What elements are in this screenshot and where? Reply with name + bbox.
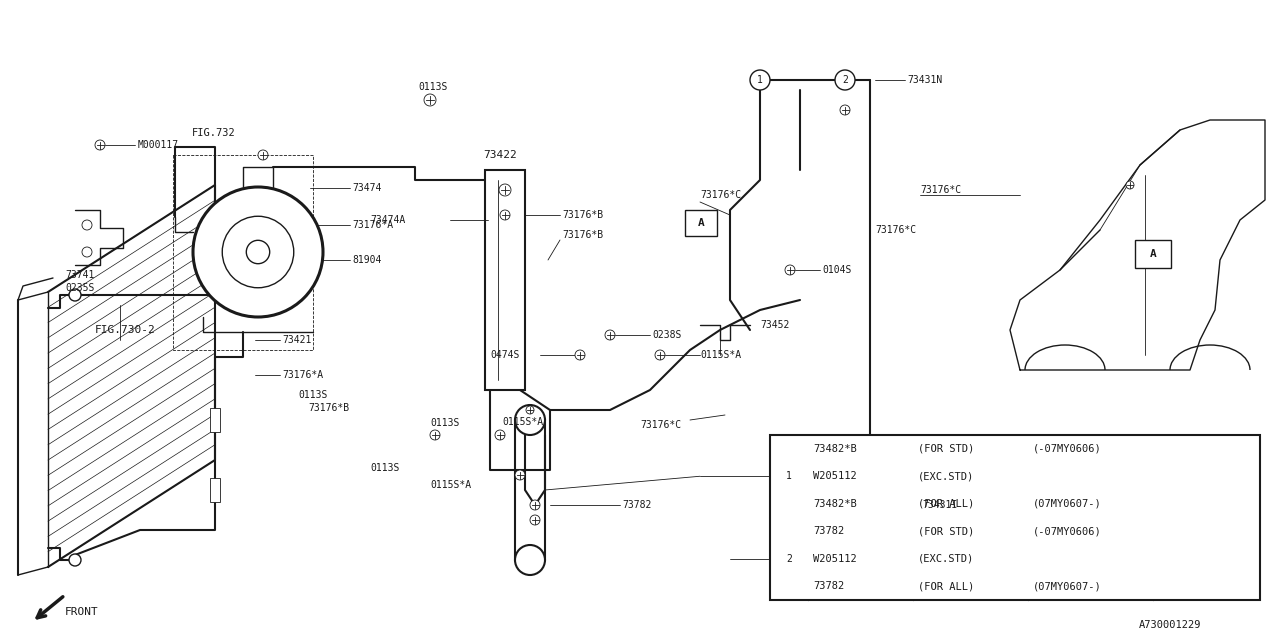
Circle shape (526, 406, 534, 414)
Text: 73452: 73452 (760, 320, 790, 330)
Text: 0238S: 0238S (652, 330, 681, 340)
Text: 0235S: 0235S (65, 283, 95, 293)
Text: 0113S: 0113S (298, 390, 328, 400)
Circle shape (69, 289, 81, 301)
Text: 0113S: 0113S (419, 82, 448, 92)
Text: 73431I: 73431I (922, 500, 957, 510)
Bar (685, 210, 717, 236)
Circle shape (500, 210, 509, 220)
Text: 73482*B: 73482*B (813, 499, 856, 509)
Circle shape (846, 493, 854, 501)
Circle shape (69, 554, 81, 566)
Circle shape (605, 330, 614, 340)
Circle shape (430, 430, 440, 440)
Circle shape (750, 70, 771, 90)
Text: 2: 2 (842, 75, 847, 85)
Text: A: A (1149, 249, 1156, 259)
Circle shape (495, 430, 506, 440)
Text: 0113S: 0113S (370, 463, 399, 473)
Text: FRONT: FRONT (65, 607, 99, 617)
Circle shape (846, 512, 854, 520)
Text: 73421: 73421 (282, 335, 311, 345)
Text: 73741: 73741 (65, 270, 95, 280)
Circle shape (424, 94, 436, 106)
Text: FIG.732: FIG.732 (192, 128, 236, 138)
Text: W205112: W205112 (813, 471, 856, 481)
Circle shape (82, 247, 92, 257)
Circle shape (530, 500, 540, 510)
Text: 73176*B: 73176*B (562, 210, 603, 220)
Text: 73176*A: 73176*A (352, 220, 393, 230)
Bar (829, 490, 870, 525)
Text: 73176*C: 73176*C (920, 185, 961, 195)
Text: (07MY0607-): (07MY0607-) (1033, 499, 1102, 509)
Text: 0474S: 0474S (490, 350, 520, 360)
Circle shape (530, 515, 540, 525)
Text: 73176*C: 73176*C (640, 420, 681, 430)
Text: 73782: 73782 (813, 526, 845, 536)
Text: (FOR STD): (FOR STD) (918, 526, 974, 536)
Circle shape (95, 140, 105, 150)
Circle shape (780, 550, 797, 568)
Circle shape (515, 545, 545, 575)
Bar (210, 408, 220, 432)
Circle shape (1126, 181, 1134, 189)
Circle shape (223, 216, 293, 288)
Circle shape (655, 350, 666, 360)
Bar (485, 170, 525, 390)
Circle shape (575, 350, 585, 360)
Text: 81904: 81904 (352, 255, 381, 265)
Text: 0113S: 0113S (430, 418, 460, 428)
Text: A730001229: A730001229 (1139, 620, 1201, 630)
Text: (FOR STD): (FOR STD) (918, 444, 974, 454)
Text: 1: 1 (786, 471, 792, 481)
Circle shape (780, 467, 797, 485)
Circle shape (835, 70, 855, 90)
Text: (EXC.STD): (EXC.STD) (918, 554, 974, 564)
Circle shape (515, 405, 545, 435)
Text: 73176*B: 73176*B (562, 230, 603, 240)
Text: (07MY0607-): (07MY0607-) (1033, 581, 1102, 591)
Bar (210, 478, 220, 502)
Circle shape (82, 220, 92, 230)
Text: (-07MY0606): (-07MY0606) (1033, 444, 1102, 454)
Text: (EXC.STD): (EXC.STD) (918, 471, 974, 481)
Text: 0115S*A: 0115S*A (700, 350, 741, 360)
Text: 2: 2 (786, 554, 792, 564)
Text: FIG.730-2: FIG.730-2 (95, 325, 156, 335)
Text: W205112: W205112 (813, 554, 856, 564)
Text: 0115S*A: 0115S*A (502, 417, 543, 427)
Text: 73176*A: 73176*A (282, 370, 323, 380)
Text: 73176*C: 73176*C (876, 225, 916, 235)
Bar (173, 155, 314, 350)
Text: (-07MY0606): (-07MY0606) (1033, 526, 1102, 536)
Text: (FOR ALL): (FOR ALL) (918, 499, 974, 509)
Text: 73482*B: 73482*B (813, 444, 856, 454)
Text: 0104S: 0104S (822, 265, 851, 275)
Circle shape (499, 184, 511, 196)
Circle shape (515, 470, 525, 480)
Text: 73474: 73474 (352, 183, 381, 193)
Circle shape (259, 150, 268, 160)
Circle shape (193, 187, 323, 317)
Text: 0115S*A: 0115S*A (430, 480, 471, 490)
Text: 73176*C: 73176*C (700, 190, 741, 200)
Text: M000117: M000117 (138, 140, 179, 150)
Circle shape (840, 105, 850, 115)
Bar (515, 420, 545, 560)
Text: A: A (698, 218, 704, 228)
Text: 73782: 73782 (622, 500, 652, 510)
Text: 73474A: 73474A (370, 215, 406, 225)
Circle shape (785, 265, 795, 275)
Circle shape (246, 240, 270, 264)
Text: (FOR ALL): (FOR ALL) (918, 581, 974, 591)
Text: 73422: 73422 (483, 150, 517, 160)
Text: 73176*B: 73176*B (308, 403, 349, 413)
Text: 1: 1 (756, 75, 763, 85)
Text: 73782: 73782 (813, 581, 845, 591)
Text: 73431N: 73431N (908, 75, 942, 85)
Bar (1135, 240, 1171, 268)
Bar (771, 435, 1260, 600)
